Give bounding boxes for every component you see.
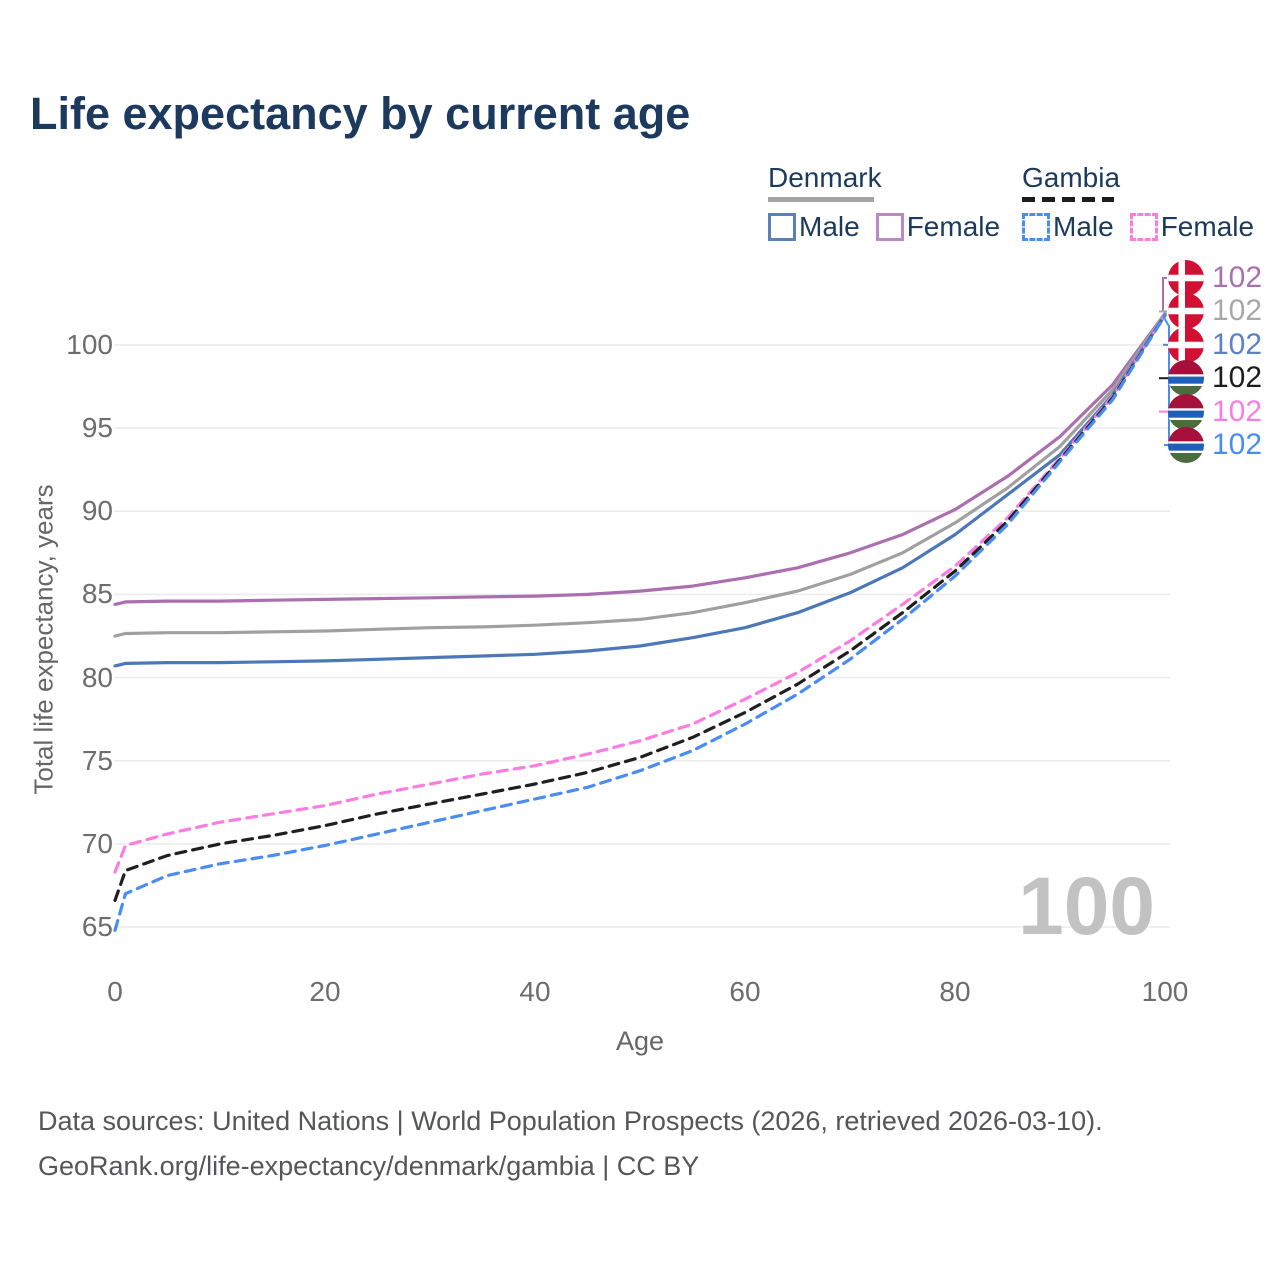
series-line-gambia-male bbox=[113, 313, 1167, 932]
end-label-denmark-male: 102 bbox=[1168, 326, 1263, 363]
y-tick-label: 80 bbox=[81, 661, 113, 693]
end-label-leader-line bbox=[1162, 277, 1167, 312]
legend-item-label: Female bbox=[906, 211, 1001, 242]
x-axis-title: Age bbox=[615, 1026, 665, 1056]
end-label-denmark-female: 102 bbox=[1168, 260, 1262, 296]
legend-group-gambia: Gambia Male Female bbox=[1022, 162, 1270, 243]
legend-item-gambia-female[interactable]: Female bbox=[1129, 211, 1255, 243]
gambia-flag-icon bbox=[1168, 427, 1204, 463]
end-label-denmark-both-sexes: 102 bbox=[1168, 293, 1263, 330]
series-line-denmark-both-sexes bbox=[113, 311, 1167, 638]
age-counter-watermark: 100 bbox=[1018, 861, 1155, 952]
y-tick-label: 70 bbox=[81, 827, 113, 859]
end-label-value: 102 bbox=[1212, 394, 1263, 428]
footer: Data sources: United Nations | World Pop… bbox=[38, 1106, 1103, 1182]
legend-item-denmark-female[interactable]: Female bbox=[875, 211, 1001, 243]
series-line-denmark-male bbox=[113, 313, 1167, 668]
legend-item-label: Female bbox=[1160, 211, 1255, 242]
legend-group-denmark-label: Denmark bbox=[768, 162, 882, 193]
series-line-denmark-female bbox=[113, 311, 1167, 607]
gambia-flag-icon bbox=[1168, 360, 1204, 397]
end-label-gambia-both-sexes: 102 bbox=[1168, 360, 1263, 397]
y-tick-label: 85 bbox=[81, 578, 113, 610]
legend-item-gambia-male[interactable]: Male bbox=[1022, 211, 1114, 243]
legend-item-label: Male bbox=[1053, 211, 1114, 242]
end-label-gambia-female: 102 bbox=[1168, 393, 1263, 430]
denmark-flag-icon bbox=[1168, 260, 1204, 296]
y-tick-label: 65 bbox=[81, 911, 113, 942]
end-label-value: 102 bbox=[1212, 327, 1263, 361]
end-label-value: 102 bbox=[1212, 294, 1263, 328]
y-tick-label: 90 bbox=[81, 495, 113, 527]
denmark-flag-icon bbox=[1168, 293, 1204, 330]
x-tick-label: 20 bbox=[309, 976, 341, 1007]
legend-denmark-line-sample bbox=[768, 197, 874, 202]
legend-item-label: Male bbox=[799, 211, 860, 242]
gambia-female-swatch-icon bbox=[1129, 213, 1158, 241]
legend-group-gambia-label: Gambia bbox=[1022, 162, 1121, 193]
end-label-value: 102 bbox=[1212, 361, 1263, 395]
end-label-value: 102 bbox=[1212, 428, 1263, 461]
end-label-value: 102 bbox=[1212, 261, 1263, 294]
denmark-male-swatch-icon bbox=[768, 213, 796, 241]
denmark-flag-icon bbox=[1168, 326, 1204, 363]
legend-gambia-line-sample bbox=[1022, 197, 1114, 202]
x-tick-label: 0 bbox=[107, 976, 123, 1007]
data-sources-text: Data sources: United Nations | World Pop… bbox=[38, 1106, 1103, 1136]
x-tick-label: 100 bbox=[1141, 976, 1189, 1007]
gambia-flag-icon bbox=[1168, 393, 1204, 430]
gambia-male-swatch-icon bbox=[1022, 213, 1050, 241]
page-title: Life expectancy by current age bbox=[30, 88, 691, 139]
x-tick-label: 40 bbox=[519, 976, 551, 1007]
y-tick-label: 75 bbox=[81, 744, 113, 776]
x-tick-label: 60 bbox=[729, 976, 761, 1007]
y-tick-label: 100 bbox=[66, 328, 113, 360]
x-tick-label: 80 bbox=[939, 976, 971, 1007]
series-line-gambia-both-sexes bbox=[113, 313, 1167, 903]
series-line-gambia-female bbox=[113, 313, 1167, 874]
end-label-gambia-male: 102 bbox=[1168, 427, 1262, 463]
end-label-leader-line bbox=[1162, 315, 1170, 446]
y-axis-title: Total life expectancy, years bbox=[28, 484, 59, 795]
legend-item-denmark-male[interactable]: Male bbox=[768, 211, 860, 243]
y-tick-label: 95 bbox=[81, 412, 113, 444]
legend-group-denmark: Denmark Male Female bbox=[768, 162, 1016, 243]
attribution-text: GeoRank.org/life-expectancy/denmark/gamb… bbox=[38, 1151, 700, 1181]
denmark-female-swatch-icon bbox=[875, 213, 904, 241]
